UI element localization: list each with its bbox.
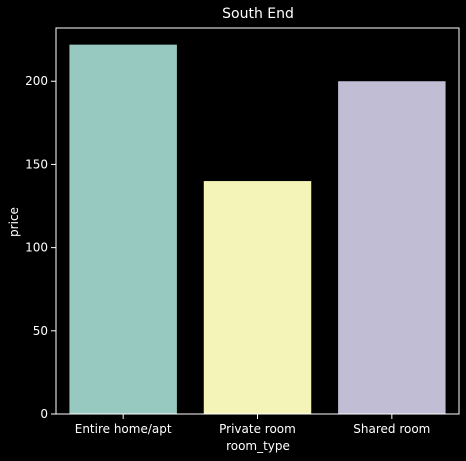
chart-title: South End bbox=[222, 6, 294, 22]
x-tick-label: Entire home/apt bbox=[75, 422, 172, 436]
bars-group bbox=[69, 44, 446, 415]
x-ticks-group: Entire home/apt Private room Shared room bbox=[75, 414, 430, 436]
y-tick-label: 50 bbox=[33, 324, 48, 338]
y-ticks-group: 0 50 100 150 200 bbox=[25, 74, 56, 421]
x-tick-label: Private room bbox=[219, 422, 296, 436]
bar-entire-home-apt bbox=[69, 44, 177, 414]
x-axis-label: room_type bbox=[226, 439, 290, 453]
y-tick-label: 150 bbox=[25, 157, 48, 171]
y-tick-label: 200 bbox=[25, 74, 48, 88]
bar-private-room bbox=[203, 181, 312, 414]
bar-shared-room bbox=[338, 81, 446, 415]
y-tick-label: 100 bbox=[25, 241, 48, 255]
x-tick-label: Shared room bbox=[353, 422, 430, 436]
y-axis-label: price bbox=[7, 207, 21, 237]
y-tick-label: 0 bbox=[40, 407, 48, 421]
